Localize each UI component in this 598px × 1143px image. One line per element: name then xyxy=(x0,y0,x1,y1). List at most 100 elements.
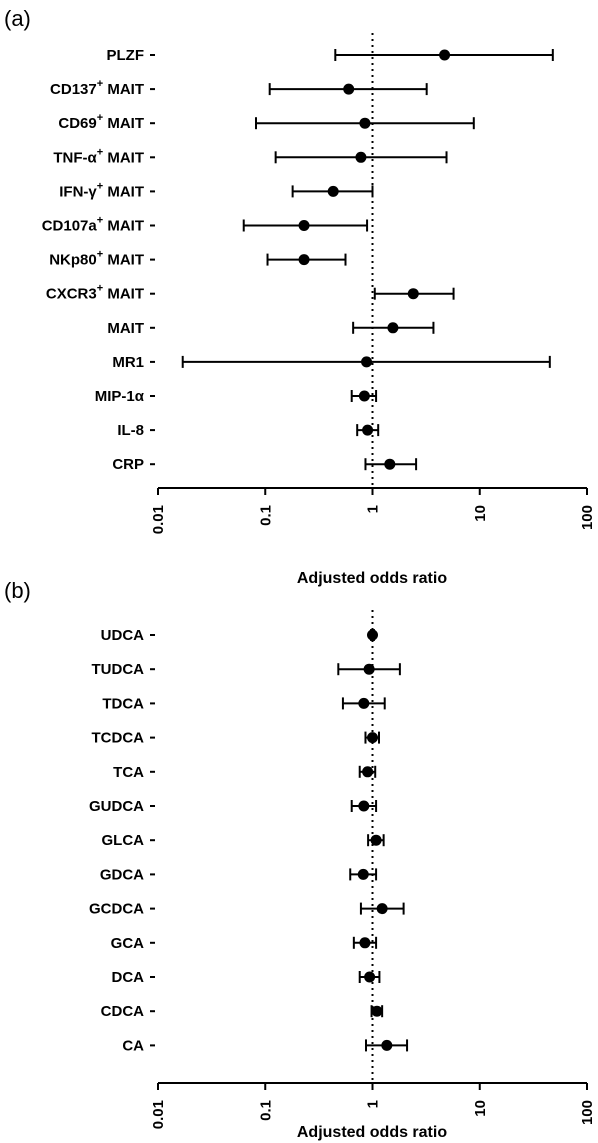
row-label: GLCA xyxy=(102,832,145,849)
forest-row: CA xyxy=(122,1037,409,1054)
x-tick-label: 1 xyxy=(365,1100,382,1108)
row-label: TUDCA xyxy=(92,661,145,678)
row-label-suffix: MAIT xyxy=(103,286,144,303)
estimate-point xyxy=(298,220,310,231)
forest-row: CRP xyxy=(112,456,418,473)
estimate-point xyxy=(358,697,370,709)
forest-row: GCDCA xyxy=(89,901,405,918)
estimate-point xyxy=(327,185,339,197)
x-tick-label: 100 xyxy=(579,1100,596,1125)
forest-row: TDCA xyxy=(102,695,386,712)
row-label: CRP xyxy=(112,456,144,473)
forest-row: MIP-1α xyxy=(95,388,378,405)
row-label-text: TDCA xyxy=(102,695,144,712)
forest-row: CD69+ MAIT xyxy=(58,112,475,132)
estimate-point xyxy=(387,322,399,334)
panel-label: (b) xyxy=(4,578,31,603)
forest-row: CD107a+ MAIT xyxy=(42,215,369,235)
row-label-text: CA xyxy=(122,1037,144,1054)
row-label-text: CD137 xyxy=(50,81,97,98)
forest-row: CXCR3+ MAIT xyxy=(46,283,455,303)
row-label: TNF-α+ MAIT xyxy=(53,146,144,166)
row-label-text: MIP-1α xyxy=(95,388,145,405)
estimate-point xyxy=(355,151,367,163)
forest-row: MAIT xyxy=(107,320,435,337)
forest-row: IL-8 xyxy=(117,422,380,439)
row-label: DCA xyxy=(112,969,145,986)
row-label: GUDCA xyxy=(89,798,144,815)
row-label-text: TNF-α xyxy=(53,149,97,166)
row-label-text: GUDCA xyxy=(89,798,144,815)
row-label-text: DCA xyxy=(112,969,145,986)
row-label-text: CRP xyxy=(112,456,144,473)
x-tick-label: 0.1 xyxy=(257,505,274,526)
row-label-text: CD69 xyxy=(58,115,96,132)
estimate-point xyxy=(371,1005,383,1017)
forest-row: TUDCA xyxy=(92,661,401,678)
row-label-suffix: MAIT xyxy=(103,81,144,98)
x-tick-label: 10 xyxy=(472,505,489,522)
forest-row: DCA xyxy=(112,969,381,986)
row-label-superscript: + xyxy=(97,283,103,295)
row-label-text: TCDCA xyxy=(92,730,145,747)
row-label-text: GCA xyxy=(111,935,145,952)
row-label: NKp80+ MAIT xyxy=(49,249,144,269)
x-tick-label: 1 xyxy=(365,505,382,513)
row-label-superscript: + xyxy=(97,180,103,192)
row-label-superscript: + xyxy=(97,249,103,261)
forest-row: UDCA xyxy=(101,627,378,644)
row-label: IL-8 xyxy=(117,422,144,439)
estimate-point xyxy=(343,83,355,95)
panel-b: (b) 0.01 0.1 1 10 100 Adjusted odds ratio UDCA T… xyxy=(4,578,596,1141)
row-label-text: CXCR3 xyxy=(46,286,97,303)
row-label-text: GCDCA xyxy=(89,901,144,918)
row-label: TCA xyxy=(113,764,144,781)
row-label: CDCA xyxy=(101,1003,144,1020)
row-label: CD107a+ MAIT xyxy=(42,215,144,235)
estimate-point xyxy=(364,971,376,983)
row-label-text: GLCA xyxy=(102,832,145,849)
row-label: CD137+ MAIT xyxy=(50,78,144,98)
estimate-point xyxy=(367,629,378,641)
estimate-point xyxy=(362,766,374,778)
row-label-suffix: MAIT xyxy=(103,252,144,269)
row-label-text: PLZF xyxy=(107,47,145,64)
row-label-text: CDCA xyxy=(101,1003,144,1020)
forest-row: CD137+ MAIT xyxy=(50,78,428,98)
estimate-point xyxy=(361,356,373,368)
estimate-point xyxy=(358,390,370,402)
x-tick-label: 0.1 xyxy=(257,1100,274,1121)
estimate-point xyxy=(367,732,378,744)
x-tick-label: 100 xyxy=(579,505,596,530)
estimate-point xyxy=(376,903,388,915)
estimate-point xyxy=(298,254,310,266)
forest-row: GLCA xyxy=(102,832,385,849)
row-label-text: MR1 xyxy=(112,354,144,371)
estimate-point xyxy=(358,800,370,812)
row-label-text: TUDCA xyxy=(92,661,145,678)
x-tick-label: 10 xyxy=(472,1100,489,1117)
row-label-superscript: + xyxy=(97,146,103,158)
estimate-point xyxy=(370,834,382,846)
estimate-point xyxy=(381,1039,393,1051)
panel-a: (a) 0.01 0.1 1 10 100 Adjusted odds ratio PLZF C… xyxy=(4,6,596,587)
estimate-point xyxy=(439,49,451,61)
x-axis-title: Adjusted odds ratio xyxy=(297,570,447,587)
row-label-superscript: + xyxy=(97,112,103,124)
estimate-point xyxy=(362,424,374,436)
x-tick-label: 0.01 xyxy=(150,1100,167,1129)
forest-row: TNF-α+ MAIT xyxy=(53,146,448,166)
estimate-point xyxy=(363,663,375,675)
row-label: MR1 xyxy=(112,354,144,371)
estimate-point xyxy=(407,288,419,300)
row-label-text: NKp80 xyxy=(49,252,97,269)
row-label: GCA xyxy=(111,935,145,952)
row-label: TDCA xyxy=(102,695,144,712)
forest-row: TCA xyxy=(113,764,377,781)
forest-row: TCDCA xyxy=(92,730,381,747)
estimate-point xyxy=(384,458,396,470)
row-label-suffix: MAIT xyxy=(103,183,144,200)
row-label-text: IFN-γ xyxy=(59,183,97,200)
row-label-text: IL-8 xyxy=(117,422,144,439)
